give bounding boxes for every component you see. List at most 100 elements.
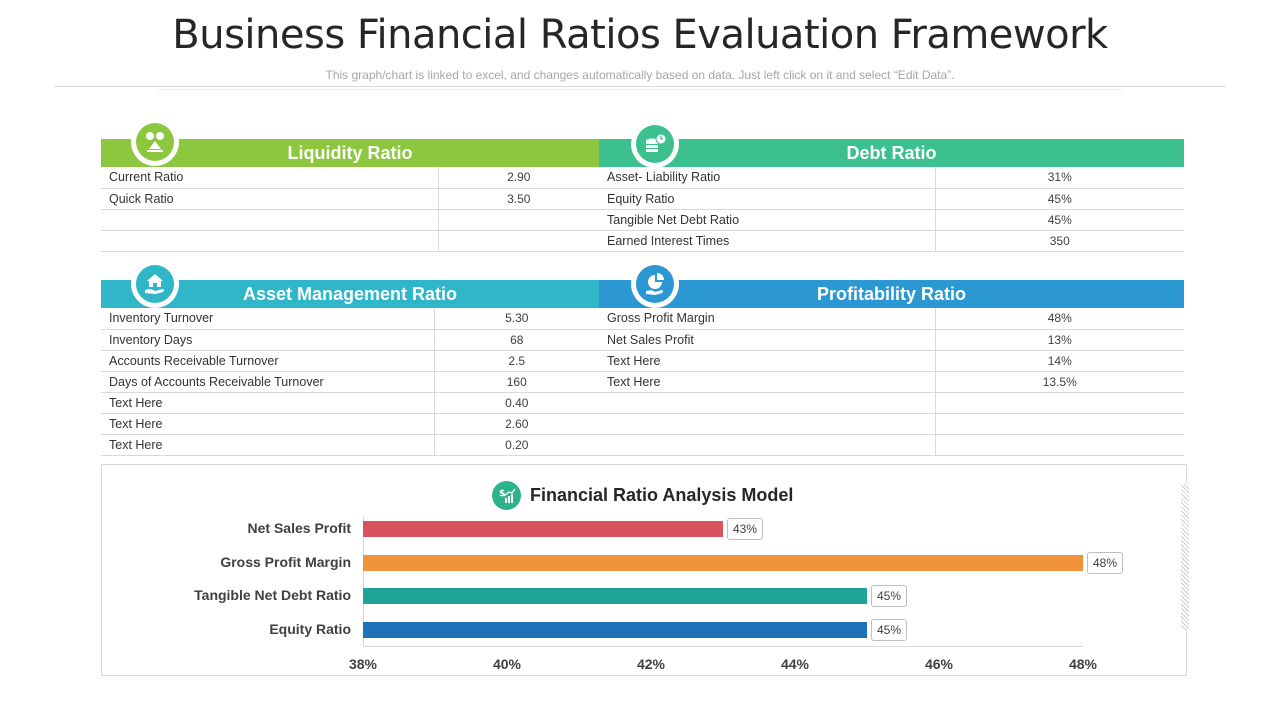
y-axis-line — [363, 516, 364, 646]
row-value: 350 — [934, 230, 1184, 252]
page-subtitle: This graph/chart is linked to excel, and… — [325, 68, 955, 82]
table-row: Days of Accounts Receivable Turnover 160 — [101, 371, 599, 393]
liquidity-header: Liquidity Ratio — [101, 139, 599, 167]
title-divider — [54, 86, 1226, 87]
category-label: Gross Profit Margin — [220, 553, 351, 570]
page-title: Business Financial Ratios Evaluation Fra… — [172, 12, 1108, 58]
profitability-section: Profitability Ratio Gross Profit Margin 4… — [599, 280, 1184, 458]
data-label: 45% — [871, 585, 908, 607]
table-row: Accounts Receivable Turnover 2.5 — [101, 350, 599, 372]
row-label: Inventory Turnover — [101, 308, 434, 330]
bar-tangible-net-debt-ratio[interactable] — [363, 588, 867, 604]
row-value: 45% — [934, 188, 1184, 210]
table-row — [599, 392, 1184, 414]
row-value: 0.40 — [433, 392, 599, 414]
row-label: Inventory Days — [101, 329, 434, 351]
row-value: 13.5% — [934, 371, 1184, 393]
row-label: Earned Interest Times — [599, 230, 935, 252]
row-value — [437, 209, 599, 231]
row-label — [101, 230, 438, 252]
bar-gross-profit-margin[interactable] — [363, 554, 1083, 571]
asset-section: Asset Management Ratio Inventory Turnove… — [101, 280, 599, 458]
chart-scrollbar[interactable] — [1181, 484, 1189, 630]
row-value: 31% — [934, 167, 1184, 189]
row-value: 2.60 — [433, 413, 599, 435]
debt-table: Asset- Liability Ratio 31% Equity Ratio 45… — [599, 167, 1184, 252]
x-tick-label: 46% — [924, 656, 954, 672]
data-label: 45% — [871, 618, 908, 641]
row-value — [934, 413, 1184, 435]
profitability-title: Profitability Ratio — [816, 284, 966, 304]
category-label: Equity Ratio — [269, 620, 351, 637]
profitability-header: Profitability Ratio — [599, 280, 1184, 308]
liquidity-section: Liquidity Ratio Current Ratio 2.90 Quick … — [101, 139, 599, 255]
liquidity-table: Current Ratio 2.90 Quick Ratio 3.50 — [101, 167, 599, 252]
row-label: Tangible Net Debt Ratio — [599, 209, 935, 231]
svg-text:$: $ — [499, 489, 505, 499]
table-row: Inventory Turnover 5.30 — [101, 308, 599, 330]
table-row: Quick Ratio 3.50 — [101, 188, 599, 210]
row-value: 13% — [934, 329, 1184, 351]
row-label: Equity Ratio — [599, 188, 935, 210]
x-tick-label: 44% — [780, 656, 810, 672]
row-label: Text Here — [101, 434, 434, 456]
scale-icon — [131, 118, 179, 166]
row-value: 68 — [433, 329, 599, 351]
table-row: Gross Profit Margin 48% — [599, 308, 1184, 330]
x-tick-label: 38% — [348, 656, 378, 672]
row-label: Days of Accounts Receivable Turnover — [101, 371, 434, 393]
chart-title: Financial Ratio Analysis Model — [530, 485, 794, 505]
row-label: Text Here — [101, 413, 434, 435]
row-label — [101, 209, 438, 231]
category-label: Tangible Net Debt Ratio — [194, 587, 351, 603]
x-tick-label: 42% — [636, 656, 666, 672]
table-row — [101, 209, 599, 231]
pie-hand-icon — [631, 260, 679, 308]
data-label: 48% — [1087, 551, 1124, 574]
table-row: Text Here 14% — [599, 350, 1184, 372]
row-value — [437, 230, 599, 252]
asset-table: Inventory Turnover 5.30 Inventory Days 68 … — [101, 308, 599, 456]
table-row: Text Here 13.5% — [599, 371, 1184, 393]
bar-net-sales-profit[interactable] — [363, 521, 723, 537]
table-row: Equity Ratio 45% — [599, 188, 1184, 210]
row-value: 3.50 — [437, 188, 599, 210]
row-label — [599, 434, 935, 456]
row-value: 14% — [934, 350, 1184, 372]
row-label: Text Here — [599, 371, 935, 393]
coins-clock-icon — [631, 120, 679, 168]
row-label: Text Here — [101, 392, 434, 414]
x-tick-label: 40% — [492, 656, 522, 672]
table-row: Text Here 2.60 — [101, 413, 599, 435]
row-value — [934, 392, 1184, 414]
row-label: Current Ratio — [101, 167, 438, 189]
table-row — [599, 413, 1184, 435]
table-row — [599, 434, 1184, 456]
table-row: Text Here 0.40 — [101, 392, 599, 414]
hand-house-icon — [131, 260, 179, 308]
row-label: Net Sales Profit — [599, 329, 935, 351]
row-label: Text Here — [599, 350, 935, 372]
row-value — [934, 434, 1184, 456]
row-label: Accounts Receivable Turnover — [101, 350, 434, 372]
bar-equity-ratio[interactable] — [363, 621, 867, 638]
money-growth-icon: $ — [492, 481, 521, 510]
asset-header: Asset Management Ratio — [101, 280, 599, 308]
row-label — [599, 392, 935, 414]
asset-title: Asset Management Ratio — [242, 284, 458, 304]
profitability-table: Gross Profit Margin 48% Net Sales Profit 1… — [599, 308, 1184, 456]
row-label: Gross Profit Margin — [599, 308, 935, 330]
table-row: Tangible Net Debt Ratio 45% — [599, 209, 1184, 231]
debt-section: Debt Ratio Asset- Liability Ratio 31% Equ… — [599, 139, 1184, 255]
row-value: 45% — [934, 209, 1184, 231]
row-label — [599, 413, 935, 435]
data-label: 43% — [727, 518, 764, 540]
row-label: Quick Ratio — [101, 188, 438, 210]
row-value: 5.30 — [433, 308, 599, 330]
row-value: 2.90 — [437, 167, 599, 189]
table-row: Net Sales Profit 13% — [599, 329, 1184, 351]
row-value: 2.5 — [433, 350, 599, 372]
row-value: 0.20 — [433, 434, 599, 456]
liquidity-title: Liquidity Ratio — [287, 143, 413, 163]
title-divider-inner — [158, 89, 1122, 90]
